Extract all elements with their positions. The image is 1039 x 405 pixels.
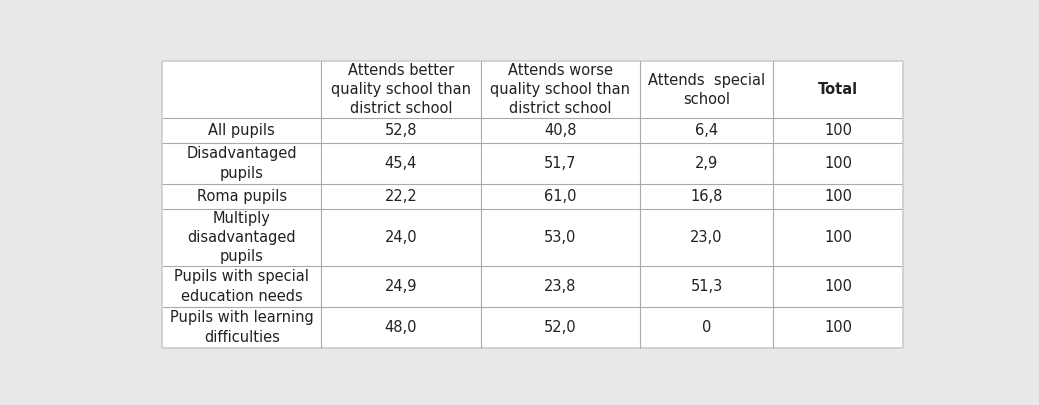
Text: Roma pupils: Roma pupils — [196, 189, 287, 204]
Text: Pupils with learning
difficulties: Pupils with learning difficulties — [169, 310, 314, 345]
Text: 45,4: 45,4 — [384, 156, 418, 171]
Text: Attends  special
school: Attends special school — [648, 72, 765, 107]
Text: 48,0: 48,0 — [384, 320, 418, 335]
Text: 52,0: 52,0 — [544, 320, 577, 335]
Text: 100: 100 — [824, 320, 852, 335]
Text: 51,7: 51,7 — [544, 156, 577, 171]
Text: 100: 100 — [824, 123, 852, 138]
Text: 53,0: 53,0 — [544, 230, 577, 245]
Text: 61,0: 61,0 — [544, 189, 577, 204]
Text: Pupils with special
education needs: Pupils with special education needs — [175, 269, 310, 304]
Text: Multiply
disadvantaged
pupils: Multiply disadvantaged pupils — [187, 211, 296, 264]
Text: 2,9: 2,9 — [695, 156, 718, 171]
Text: 24,9: 24,9 — [384, 279, 418, 294]
Text: Attends worse
quality school than
district school: Attends worse quality school than distri… — [490, 63, 631, 117]
Text: 51,3: 51,3 — [691, 279, 723, 294]
Text: 16,8: 16,8 — [690, 189, 723, 204]
Text: Disadvantaged
pupils: Disadvantaged pupils — [186, 147, 297, 181]
Text: 100: 100 — [824, 230, 852, 245]
Text: 100: 100 — [824, 189, 852, 204]
Text: 40,8: 40,8 — [544, 123, 577, 138]
Text: Total: Total — [818, 82, 858, 97]
Text: 100: 100 — [824, 279, 852, 294]
Text: 100: 100 — [824, 156, 852, 171]
Text: 0: 0 — [702, 320, 712, 335]
Text: 52,8: 52,8 — [384, 123, 418, 138]
Text: 22,2: 22,2 — [384, 189, 418, 204]
Text: 24,0: 24,0 — [384, 230, 418, 245]
Text: All pupils: All pupils — [209, 123, 275, 138]
Text: Attends better
quality school than
district school: Attends better quality school than distr… — [331, 63, 471, 117]
Text: 23,0: 23,0 — [690, 230, 723, 245]
Text: 6,4: 6,4 — [695, 123, 718, 138]
Text: 23,8: 23,8 — [544, 279, 577, 294]
